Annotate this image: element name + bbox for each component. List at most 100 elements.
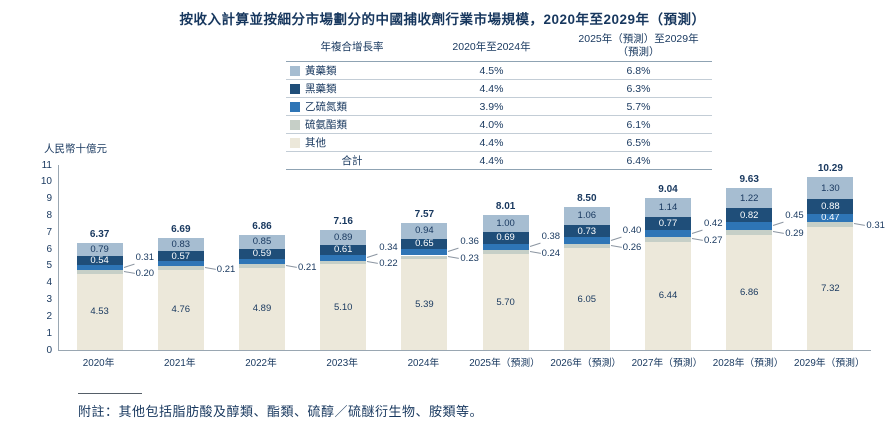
cagr-value-2020-2024: 4.0% (479, 118, 504, 131)
segment-value-label: 6.44 (658, 290, 678, 302)
callout-value-label: 0.20 (135, 268, 155, 280)
y-tick-label: 6 (46, 243, 52, 255)
segment-value-label: 0.82 (739, 209, 759, 221)
callout-line (448, 248, 460, 253)
segment-value-label: 7.32 (821, 282, 840, 294)
bar-segment-others (157, 269, 204, 350)
x-axis-label: 2024年 (407, 358, 440, 369)
callout-line (123, 271, 135, 275)
cagr-value-2020-2024: 4.5% (479, 64, 504, 77)
cagr-value-2025-2029: 6.8% (626, 64, 651, 77)
x-axis-label: 2023年 (326, 358, 358, 369)
cagr-table-row: 黃藥類 4.5% 6.8% (286, 62, 712, 80)
bar-segment-others (76, 273, 123, 350)
callout-line (854, 223, 866, 227)
segment-value-label: 0.47 (821, 212, 840, 224)
series-legend: 其他 (286, 135, 418, 150)
y-tick-label: 5 (46, 260, 52, 272)
cagr-value-2025-2029: 6.3% (626, 82, 651, 95)
y-tick-label: 1 (46, 327, 52, 339)
bar-segment-others (482, 254, 529, 350)
y-axis-title: 人民幣十億元 (44, 143, 107, 155)
total-cagr-2020-2024: 4.4% (479, 154, 504, 167)
segment-value-label: 0.61 (333, 244, 353, 256)
bar-segment-blue (320, 254, 367, 261)
bar-segment-thiono (76, 270, 123, 274)
segment-value-label: 5.70 (496, 296, 515, 308)
segment-value-label: 6.05 (577, 293, 597, 305)
callout-value-label: 0.31 (866, 220, 885, 232)
bar-segment-thiono (807, 221, 854, 227)
cagr-table-row: 黑藥類 4.4% 6.3% (286, 80, 712, 98)
cagr-table-rows: 黃藥類 4.5% 6.8% 黑藥類 4.4% 6.3% 乙硫氮類 3.9% 5.7% 硫氨酯類 4.… (286, 62, 712, 152)
callout-value-label: 0.34 (379, 241, 398, 253)
bar-total-label: 10.29 (817, 163, 843, 175)
callout-line (691, 229, 703, 234)
legend-swatch-icon (290, 65, 300, 76)
segment-value-label: 0.85 (252, 236, 272, 248)
callout-value-label: 0.24 (541, 248, 561, 260)
callout-value-label: 0.22 (379, 258, 398, 270)
bar-segment-dithio (239, 248, 285, 259)
callout-line (285, 265, 297, 268)
callout-line (123, 263, 135, 268)
callout-value-label: 0.31 (135, 251, 155, 263)
callout-line (448, 256, 460, 260)
callout-line (529, 251, 541, 255)
segment-value-label: 4.76 (171, 304, 191, 316)
callout-line (691, 238, 703, 242)
segment-value-label: 0.88 (821, 200, 840, 212)
plot-area: 4.53 0.20 0.31 0.54 0.79 6.37 4.76 0.21 0.57 0.83… (58, 163, 885, 351)
bar-segment-xanthate (157, 237, 204, 252)
bar-segment-thiono (726, 229, 773, 235)
callout-line (367, 253, 378, 258)
bar-segment-dithio (482, 232, 529, 244)
figure-title: 按收入計算並按細分市場劃分的中國捕收劑行業市場規模，2020年至2029年（預測… (179, 12, 706, 27)
bar-segment-blue (807, 213, 854, 222)
bar-segment-xanthate (76, 242, 123, 257)
bar-segment-xanthate (726, 187, 773, 209)
callout-value-label: 0.40 (622, 224, 642, 236)
bar-segment-thiono (239, 264, 285, 268)
bar-segment-dithio (320, 244, 367, 255)
y-tick-label: 10 (40, 176, 52, 188)
series-name: 黑藥類 (305, 83, 337, 95)
cagr-table-row: 硫氨酯類 4.0% 6.1% (286, 116, 712, 134)
segment-value-label: 0.69 (496, 232, 515, 244)
segment-value-label: 4.89 (252, 303, 272, 315)
callout-value-label: 0.38 (541, 230, 561, 242)
cagr-value-2025-2029: 6.5% (626, 136, 651, 149)
bar-total-label: 7.57 (414, 208, 435, 220)
callout-line (529, 242, 541, 247)
x-axis-label: 2026年（預測） (550, 358, 622, 369)
bar-segment-blue (401, 249, 448, 256)
segment-value-label: 0.79 (90, 244, 109, 256)
segment-value-label: 0.77 (658, 218, 678, 230)
y-tick-label: 4 (46, 277, 52, 289)
x-axis-label: 2025年（預測） (469, 358, 540, 369)
series-name: 黃藥類 (305, 65, 337, 77)
bar-segment-thiono (563, 243, 610, 249)
series-name: 其他 (305, 137, 326, 149)
x-axis-label: 2029年（預測） (794, 358, 865, 369)
bar-segment-thiono (401, 255, 448, 260)
segment-value-label: 1.00 (496, 218, 515, 230)
series-legend: 乙硫氮類 (286, 99, 418, 114)
legend-swatch-icon (290, 101, 300, 112)
bar-segment-blue (76, 265, 123, 271)
legend-swatch-icon (290, 83, 300, 94)
callout-line (773, 231, 785, 235)
bar-segment-xanthate (645, 197, 691, 218)
x-axis-label: 2027年（預測） (631, 358, 703, 369)
bar-total-label: 6.69 (171, 223, 191, 235)
segment-value-label: 0.57 (171, 250, 191, 262)
segment-value-label: 1.14 (658, 202, 678, 214)
bar-segment-blue (157, 261, 204, 267)
header-period-2025-2029: 2025年（預測）至2029年（預測） (578, 32, 699, 58)
cagr-value-2020-2024: 3.9% (479, 100, 504, 113)
x-axis-label: 2028年（預測） (712, 358, 784, 369)
bar-segment-dithio (726, 208, 773, 223)
series-name: 乙硫氮類 (305, 101, 347, 113)
bar-total-label: 6.37 (89, 228, 110, 240)
